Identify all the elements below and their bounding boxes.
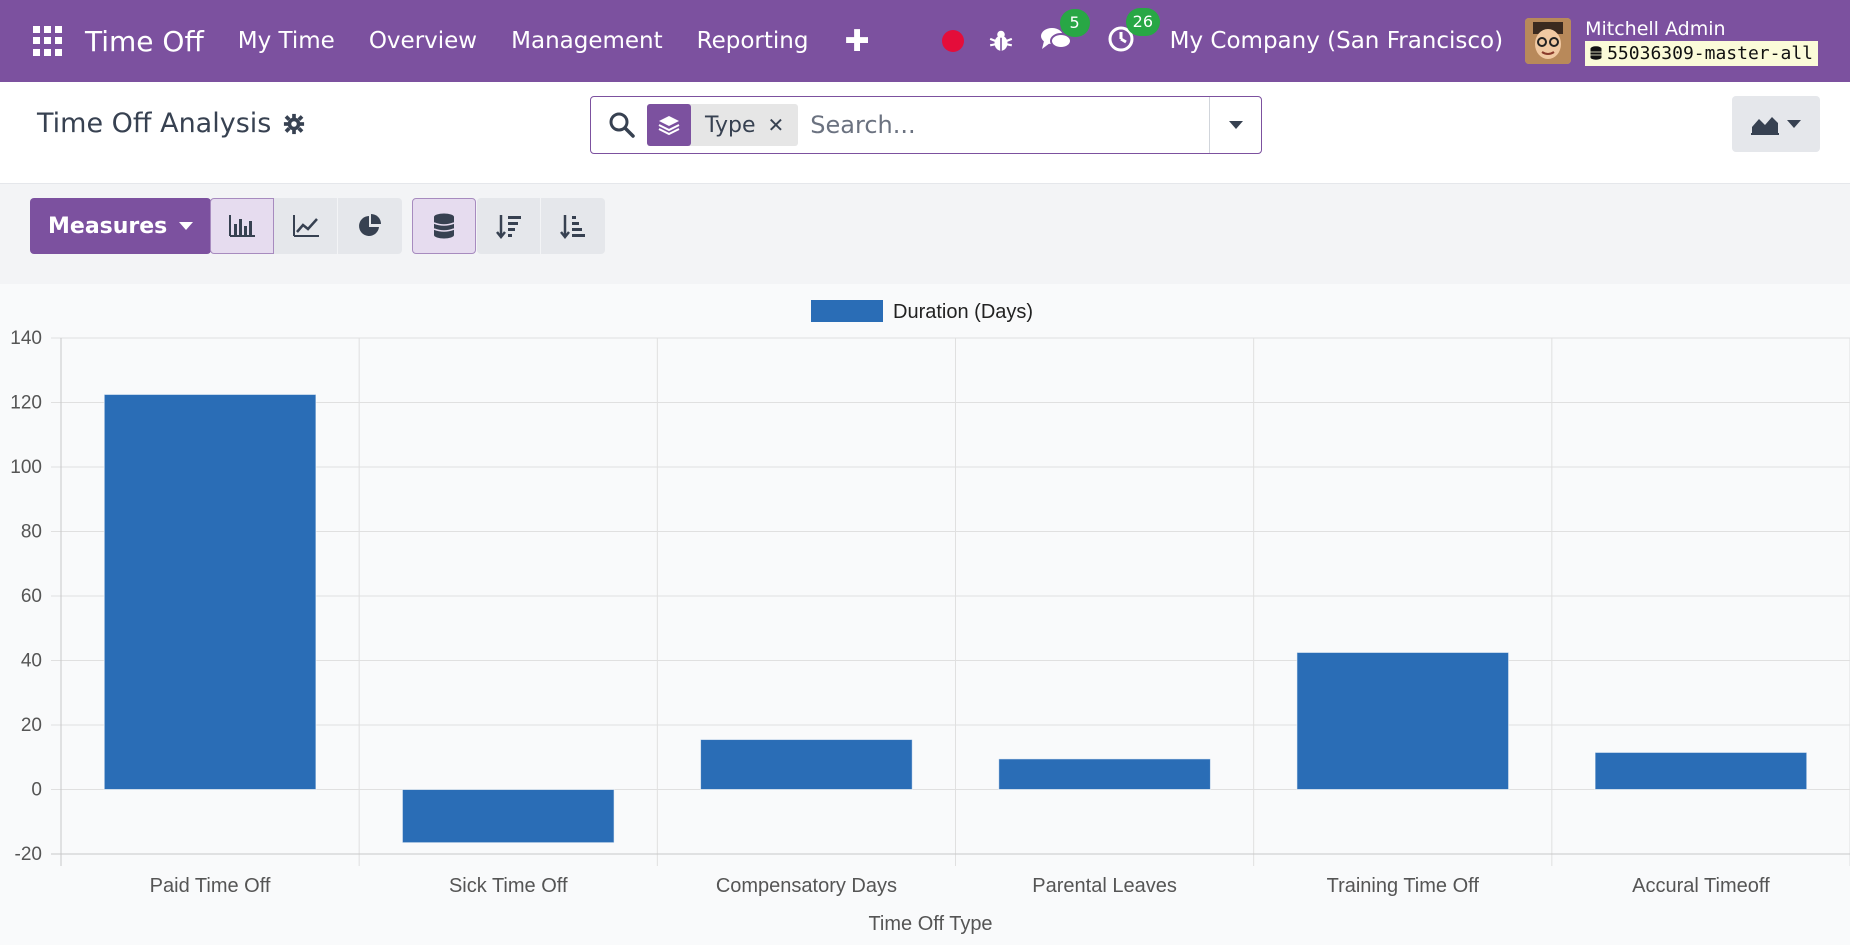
avatar-face-icon [1525, 18, 1572, 64]
bar-paid-time-off[interactable] [103, 393, 317, 790]
search-facet-type[interactable]: Type ✕ [647, 104, 799, 146]
area-chart-icon [1751, 117, 1779, 135]
bug-icon[interactable] [988, 28, 1014, 54]
chat-button[interactable]: 5 [1040, 9, 1090, 57]
clock-icon [1108, 26, 1134, 52]
search-icon[interactable] [607, 110, 637, 140]
bar-chart: -20 0 20 40 60 80 100 120 140 Paid Time Off Sick T… [10, 300, 1850, 935]
legend-swatch[interactable] [811, 300, 883, 322]
chevron-down-icon [1228, 121, 1243, 129]
line-chart-button[interactable] [274, 198, 338, 254]
stacked-group [412, 198, 476, 254]
chevron-down-icon [1787, 120, 1801, 128]
x-tick-label: Accural Timeoff [1632, 875, 1770, 897]
database-tag: 55036309-master-all [1585, 40, 1818, 66]
breadcrumb: Time Off Analysis [37, 108, 305, 139]
y-tick-label: 120 [10, 393, 42, 414]
legend-label[interactable]: Duration (Days) [893, 301, 1033, 323]
measures-button[interactable]: Measures [30, 198, 212, 254]
record-dot-icon[interactable] [941, 30, 964, 52]
menu-management[interactable]: Management [511, 28, 663, 54]
bar-accural-timeoff[interactable] [1594, 751, 1808, 791]
search-options-toggle[interactable] [1209, 97, 1261, 153]
line-chart-icon [292, 215, 319, 237]
app-title[interactable]: Time Off [85, 24, 204, 58]
bar-chart-icon [229, 215, 255, 237]
y-tick-label: 40 [21, 651, 42, 672]
top-navbar: Time Off My Time Overview Management Rep… [0, 0, 1850, 82]
measures-label: Measures [48, 213, 168, 239]
bar-chart-button[interactable] [210, 198, 274, 254]
database-icon [1590, 46, 1602, 60]
chat-icon [1040, 28, 1072, 49]
y-tick-label: -20 [15, 844, 42, 865]
pie-chart-icon [359, 214, 381, 236]
y-tick-label: 0 [31, 780, 42, 801]
x-tick-label: Training Time Off [1327, 875, 1480, 897]
x-axis-title: Time Off Type [868, 913, 992, 935]
activity-badge: 26 [1125, 8, 1160, 36]
page-title: Time Off Analysis [37, 108, 272, 139]
chat-badge: 5 [1059, 9, 1090, 37]
sort-ascending-button[interactable] [541, 198, 605, 254]
y-tick-label: 100 [10, 457, 42, 478]
graph-view-switcher[interactable] [1732, 96, 1820, 152]
user-menu[interactable]: Mitchell Admin 55036309-master-all [1585, 17, 1818, 66]
graph-chart: -20 0 20 40 60 80 100 120 140 Paid Time Off Sick T… [0, 284, 1850, 945]
sort-ascending-icon [560, 215, 585, 239]
search-box: Type ✕ [590, 96, 1262, 154]
navbar-systray: 5 26 My Company (San Francisco) Mitchell… [941, 0, 1850, 82]
sort-descending-button[interactable] [477, 198, 541, 254]
chart-type-group [210, 198, 402, 254]
bar-compensatory-days[interactable] [700, 739, 913, 791]
control-panel: Time Off Analysis [0, 82, 1850, 184]
sort-descending-icon [495, 215, 521, 239]
graph-toolbar: Measures [0, 184, 1850, 284]
x-tick-label: Sick Time Off [449, 875, 568, 897]
facet-close-icon[interactable]: ✕ [767, 113, 785, 137]
facet-label: Type [705, 112, 756, 138]
company-switcher[interactable]: My Company (San Francisco) [1169, 28, 1504, 54]
activity-button[interactable]: 26 [1106, 8, 1160, 58]
y-tick-label: 60 [21, 586, 42, 607]
x-tick-label: Compensatory Days [716, 875, 897, 897]
bar-parental-leaves[interactable] [998, 758, 1211, 790]
apps-grid-icon[interactable] [33, 26, 63, 56]
plus-icon[interactable]: ✚ [844, 23, 870, 59]
database-name: 55036309-master-all [1607, 42, 1813, 64]
user-name: Mitchell Admin [1585, 17, 1726, 40]
menu-reporting[interactable]: Reporting [696, 28, 809, 54]
x-tick-label: Parental Leaves [1032, 875, 1177, 897]
x-tick-label: Paid Time Off [150, 875, 271, 897]
pie-chart-button[interactable] [338, 198, 402, 254]
stacked-button[interactable] [412, 198, 476, 254]
y-tick-label: 140 [10, 328, 42, 349]
database-stack-icon [433, 213, 455, 239]
search-input[interactable] [810, 111, 1191, 139]
bar-sick-time-off[interactable] [401, 789, 615, 844]
sort-group [477, 198, 605, 254]
bar-training-time-off[interactable] [1296, 651, 1510, 790]
layers-icon [647, 104, 691, 146]
gear-icon[interactable] [283, 113, 305, 135]
chevron-down-icon [179, 222, 194, 230]
y-tick-label: 80 [21, 522, 42, 543]
menu-my-time[interactable]: My Time [237, 28, 335, 54]
y-tick-label: 20 [21, 715, 42, 736]
menu-overview[interactable]: Overview [368, 28, 478, 54]
avatar[interactable] [1525, 18, 1572, 64]
